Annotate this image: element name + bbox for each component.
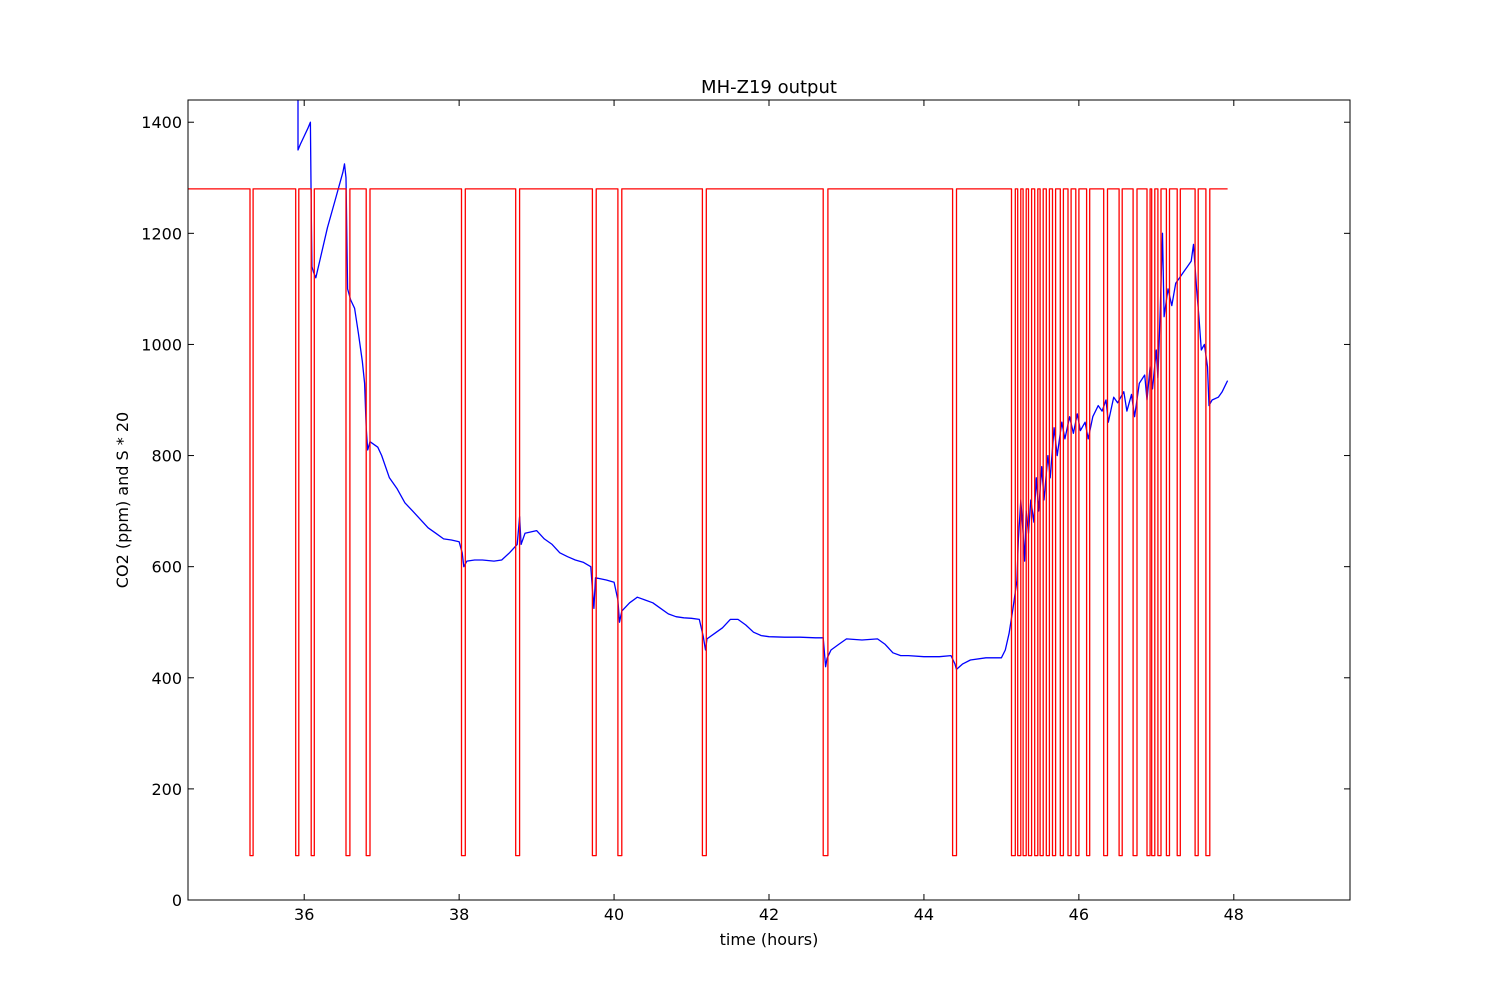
- chart-title: MH-Z19 output: [701, 77, 837, 98]
- series-line-2: [188, 188, 1228, 857]
- y-tick-label: 400: [151, 669, 182, 688]
- series-layer: [188, 100, 1229, 857]
- y-tick-label: 1400: [141, 113, 182, 132]
- x-tick-label: 42: [759, 905, 779, 924]
- y-tick-label: 600: [151, 558, 182, 577]
- y-axis-label: CO2 (ppm) and S * 20: [113, 412, 132, 588]
- series-line-1: [297, 100, 1229, 671]
- x-tick-label: 40: [604, 905, 624, 924]
- x-tick-label: 46: [1069, 905, 1089, 924]
- y-tick-label: 800: [151, 447, 182, 466]
- x-tick-label: 44: [914, 905, 934, 924]
- x-axis: 36 38 40 42 44 46 48: [294, 100, 1244, 924]
- x-tick-label: 36: [294, 905, 314, 924]
- y-axis: 0 200 400 600 800 1000 1200 1400: [141, 113, 1350, 910]
- y-tick-label: 0: [172, 891, 182, 910]
- y-tick-label: 200: [151, 780, 182, 799]
- x-axis-label: time (hours): [720, 930, 819, 949]
- x-tick-label: 38: [449, 905, 469, 924]
- y-tick-label: 1000: [141, 335, 182, 354]
- y-tick-label: 1200: [141, 224, 182, 243]
- x-tick-label: 48: [1224, 905, 1244, 924]
